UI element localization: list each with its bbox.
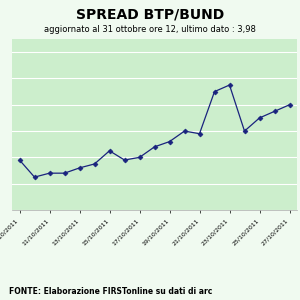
Text: FONTE: Elaborazione FIRSTonline su dati di arc: FONTE: Elaborazione FIRSTonline su dati …	[9, 286, 212, 296]
Text: aggiornato al 31 ottobre ore 12, ultimo dato : 3,98: aggiornato al 31 ottobre ore 12, ultimo …	[44, 26, 256, 34]
Text: SPREAD BTP/BUND: SPREAD BTP/BUND	[76, 8, 224, 22]
